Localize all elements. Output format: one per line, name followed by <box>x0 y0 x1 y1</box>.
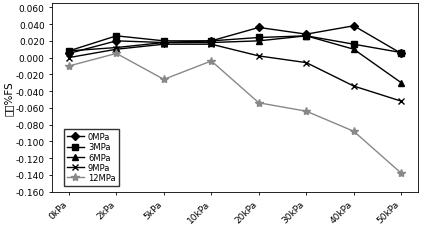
Line: 3MPa: 3MPa <box>66 34 404 56</box>
0MPa <box>351 25 356 28</box>
12MPa <box>304 110 309 113</box>
9MPa <box>114 49 119 51</box>
0MPa <box>304 34 309 36</box>
12MPa <box>66 65 71 68</box>
3MPa <box>256 37 261 40</box>
3MPa <box>351 44 356 46</box>
3MPa <box>209 40 214 43</box>
9MPa <box>399 100 404 103</box>
6MPa <box>256 40 261 43</box>
6MPa <box>304 35 309 38</box>
0MPa <box>66 53 71 56</box>
Line: 9MPa: 9MPa <box>65 41 405 105</box>
9MPa <box>256 55 261 58</box>
9MPa <box>304 62 309 65</box>
3MPa <box>304 35 309 38</box>
9MPa <box>209 44 214 46</box>
9MPa <box>161 44 166 46</box>
3MPa <box>399 52 404 55</box>
3MPa <box>161 40 166 43</box>
6MPa <box>161 42 166 45</box>
Y-axis label: 误差%FS: 误差%FS <box>4 81 14 115</box>
0MPa <box>114 40 119 43</box>
6MPa <box>399 82 404 85</box>
12MPa <box>114 53 119 56</box>
6MPa <box>209 42 214 45</box>
3MPa <box>114 35 119 38</box>
12MPa <box>399 172 404 175</box>
6MPa <box>66 50 71 53</box>
12MPa <box>161 79 166 81</box>
0MPa <box>209 40 214 43</box>
12MPa <box>256 102 261 105</box>
0MPa <box>399 53 404 56</box>
9MPa <box>351 85 356 88</box>
12MPa <box>351 130 356 133</box>
Legend: 0MPa, 3MPa, 6MPa, 9MPa, 12MPa: 0MPa, 3MPa, 6MPa, 9MPa, 12MPa <box>64 129 119 186</box>
3MPa <box>66 50 71 53</box>
Line: 0MPa: 0MPa <box>66 24 404 57</box>
9MPa <box>66 57 71 60</box>
Line: 12MPa: 12MPa <box>65 50 406 177</box>
6MPa <box>351 49 356 51</box>
12MPa <box>209 60 214 63</box>
0MPa <box>256 27 261 30</box>
6MPa <box>114 47 119 50</box>
Line: 6MPa: 6MPa <box>66 34 404 86</box>
0MPa <box>161 42 166 45</box>
